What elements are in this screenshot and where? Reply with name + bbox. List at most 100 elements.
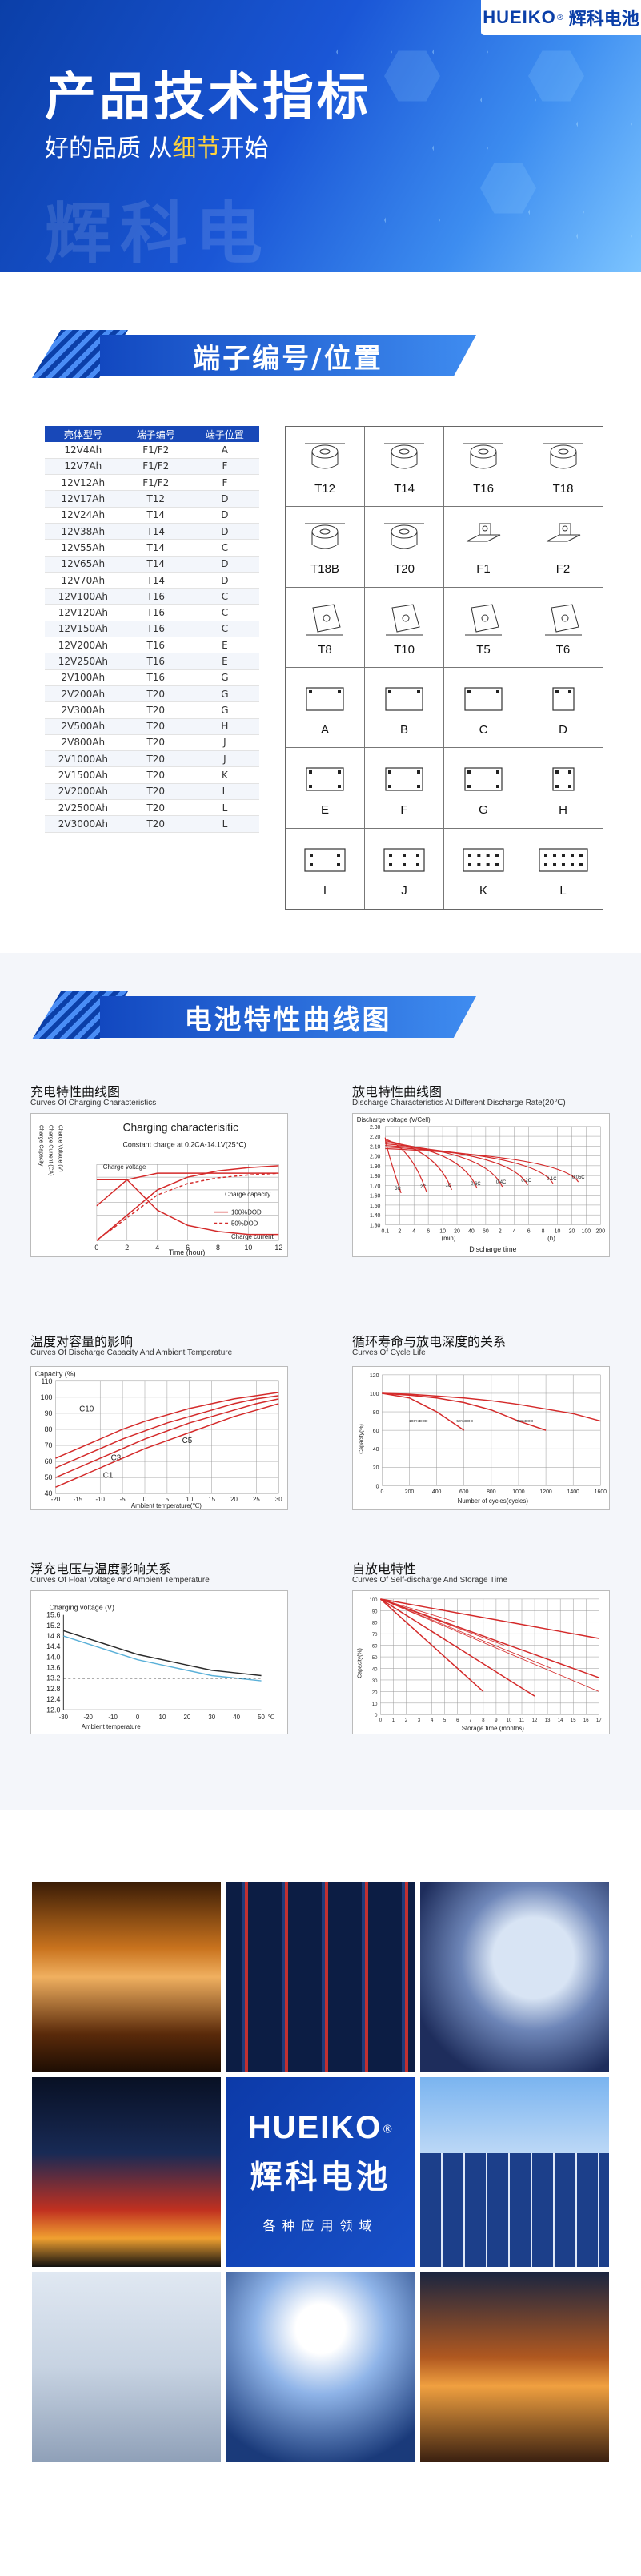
- terminal-type-label: T10: [394, 642, 415, 657]
- x-tick-label: 10: [244, 1244, 252, 1252]
- position-diagram-icon: [383, 848, 425, 872]
- terminal-type-label: T18: [552, 482, 574, 496]
- y-tick-label: 80: [372, 1622, 378, 1626]
- series-label: C10: [79, 1405, 94, 1413]
- x-tick-label: 200: [405, 1489, 415, 1495]
- x-tick-label: 1400: [567, 1489, 580, 1495]
- cell-terminal: T14: [121, 539, 190, 557]
- position-diagram-icon: [538, 848, 588, 872]
- y-tick-label: 12.0: [46, 1706, 60, 1714]
- series-label: 100%DOD: [409, 1419, 428, 1424]
- y-tick-label: 12.4: [46, 1695, 60, 1703]
- terminal-type-cell: F1: [444, 507, 523, 588]
- app-logo-en-wrap: HUEIKO®: [248, 2110, 394, 2146]
- series-temperature-capacity: [55, 1398, 279, 1478]
- cell-position: C: [190, 588, 259, 605]
- terminal-diagram-icon: [305, 523, 345, 549]
- cell-terminal: T20: [121, 766, 190, 784]
- terminal-position-cell: B: [365, 668, 444, 749]
- series-temperature-capacity: [55, 1403, 279, 1488]
- terminal-position-label: I: [323, 884, 327, 898]
- terminal-position-label: F: [400, 803, 408, 818]
- series-cycle-life: [382, 1392, 465, 1431]
- x-tick-label: 13: [545, 1718, 551, 1723]
- y-tick-label: 15.6: [46, 1611, 60, 1619]
- position-diagram-icon: [551, 687, 575, 711]
- terminal-position-label: B: [399, 723, 408, 737]
- cell-model: 12V12Ah: [45, 474, 122, 492]
- terminal-type-label: F2: [555, 562, 571, 577]
- chart-charging-svg: Charging characterisitic Constant charge …: [38, 1121, 283, 1256]
- chart-title-cycle: 循环寿命与放电深度的关系: [352, 1334, 507, 1349]
- terminal-position-cell: A: [286, 668, 365, 749]
- terminal-position-label: J: [401, 884, 407, 898]
- series-label: 50%DOD: [456, 1419, 473, 1424]
- y-tick-label: 1.80: [370, 1174, 381, 1179]
- cell-terminal: T20: [121, 701, 190, 719]
- x-tick-label: 200: [596, 1228, 606, 1234]
- cell-model: 2V2500Ah: [45, 799, 122, 817]
- x-axis-label: Number of cycles(cycles): [458, 1497, 529, 1505]
- terminal-diagram-icon: [543, 443, 583, 469]
- x-tick-label: 600: [459, 1489, 469, 1495]
- chart-float-svg: Charging voltage (V) 12.0 12.4 12.8 13.2 13.6…: [46, 1604, 274, 1730]
- terminal-position-cell: D: [523, 668, 603, 749]
- cell-position: L: [190, 815, 259, 833]
- terminal-type-cell: T10: [365, 587, 444, 668]
- series-cycle-life: [382, 1392, 547, 1431]
- y-tick-label: 1.40: [370, 1213, 381, 1219]
- terminal-type-cell: T20: [365, 507, 444, 588]
- col-header-position: 端子位置: [190, 426, 259, 442]
- series-discharge-rate: [385, 1147, 579, 1183]
- y-tick-label: 90: [372, 1609, 378, 1614]
- x-tick-label: 0: [380, 1489, 383, 1495]
- x-tick-label: 6: [186, 1244, 190, 1252]
- position-diagram-icon: [304, 848, 346, 872]
- y-tick-label: 12.8: [46, 1685, 60, 1693]
- y-tick-label: 14.4: [46, 1642, 60, 1650]
- terminal-diagram-icon: [384, 443, 424, 469]
- series-self-discharge: [380, 1598, 599, 1678]
- y-tick-label: 14.0: [46, 1653, 60, 1661]
- series-discharge-rate: [385, 1140, 452, 1191]
- y-tick-label: 15.2: [46, 1622, 60, 1630]
- terminal-position-label: D: [559, 723, 567, 737]
- x-tick-label: 9: [495, 1718, 498, 1723]
- terminal-position-cell: L: [523, 829, 603, 909]
- brand-logo: HUEIKO ® 辉科电池: [481, 0, 641, 35]
- series-self-discharge-aux: [380, 1598, 504, 1646]
- page-title: 产品技术指标: [45, 68, 371, 127]
- x-tick-label: 4: [412, 1228, 415, 1234]
- chart-selfdis: Capacity(%) 0 10 20 30 40 50 60 70 80 90 100 0 1 2 3 4 5 6…: [352, 1590, 610, 1734]
- terminal-diagram-icon: [386, 604, 423, 636]
- x-tick-label: 40: [468, 1228, 475, 1234]
- table-row: 2V2500Ah T20 L: [45, 799, 259, 817]
- series-label: 1C: [446, 1184, 452, 1188]
- y-tick-label: 13.2: [46, 1674, 60, 1682]
- x-tick-label: 10: [439, 1228, 446, 1234]
- cell-position: J: [190, 750, 259, 768]
- cell-model: 12V7Ah: [45, 458, 122, 476]
- y-tick-label: 100: [370, 1392, 379, 1397]
- x-tick-label: 20: [569, 1228, 575, 1234]
- cell-terminal: T14: [121, 523, 190, 541]
- terminal-diagram-icon: [306, 604, 343, 636]
- y-tick-label: 2.00: [370, 1155, 381, 1160]
- x-tick-label: -10: [108, 1714, 118, 1721]
- series-discharge-rate: [385, 1142, 478, 1189]
- chart-subtitle-selfdis: Curves Of Self-discharge And Storage Tim…: [352, 1576, 507, 1585]
- terminal-position-label: C: [479, 723, 488, 737]
- cell-terminal: T20: [121, 750, 190, 768]
- terminal-type-cell: T5: [444, 587, 523, 668]
- chart-heading: Charging characterisitic: [123, 1121, 239, 1134]
- chart-subheading: Constant charge at 0.2CA-14.1V(25℃): [123, 1141, 246, 1149]
- x-tick-label: 20: [454, 1228, 460, 1234]
- app-photo-solar-wind: [419, 2076, 609, 2268]
- terminal-type-cell: T16: [444, 427, 523, 508]
- terminal-type-label: T16: [473, 482, 494, 496]
- cell-position: E: [190, 637, 259, 654]
- series-discharge-rate: [385, 1146, 554, 1184]
- x-tick-label: 5: [443, 1718, 447, 1723]
- cell-model: 2V1500Ah: [45, 766, 122, 784]
- table-row: 2V1500Ah T20 K: [45, 766, 259, 784]
